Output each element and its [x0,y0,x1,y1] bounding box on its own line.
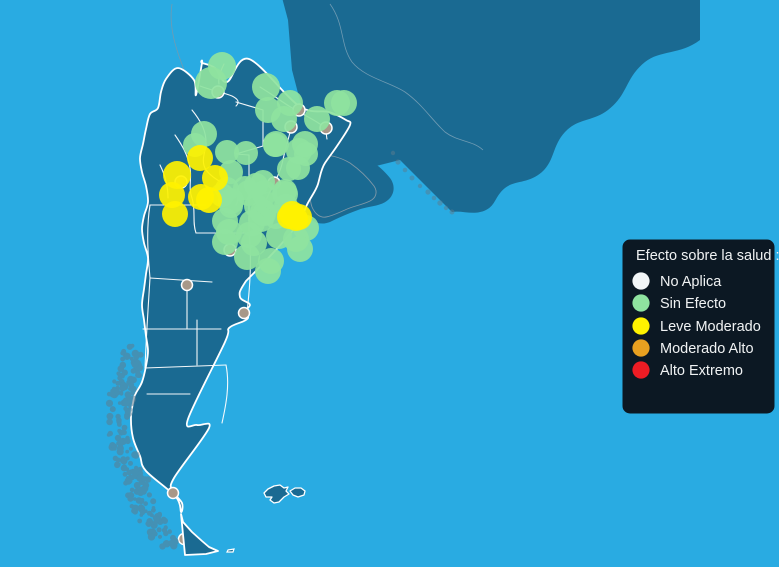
svg-text:Moderado Alto: Moderado Alto [660,341,754,357]
svg-text:Efecto sobre la salud :: Efecto sobre la salud : [636,248,779,264]
svg-text:Alto Extremo: Alto Extremo [660,363,743,379]
svg-text:No Aplica: No Aplica [660,274,722,290]
svg-text:Sin Efecto: Sin Efecto [660,296,726,312]
svg-text:Leve Moderado: Leve Moderado [660,319,761,335]
